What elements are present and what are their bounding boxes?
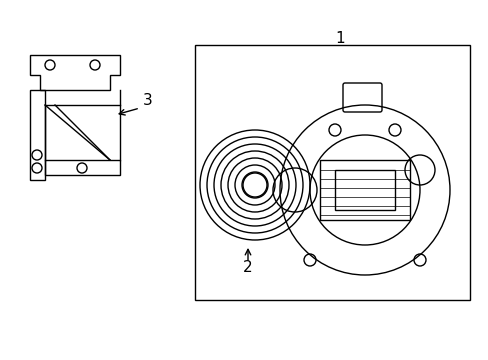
Bar: [334, 170, 394, 210]
Text: 3: 3: [143, 93, 153, 108]
Bar: [319, 160, 409, 220]
Text: 1: 1: [334, 31, 344, 45]
Text: 2: 2: [243, 261, 252, 275]
Bar: [195, 45, 469, 300]
